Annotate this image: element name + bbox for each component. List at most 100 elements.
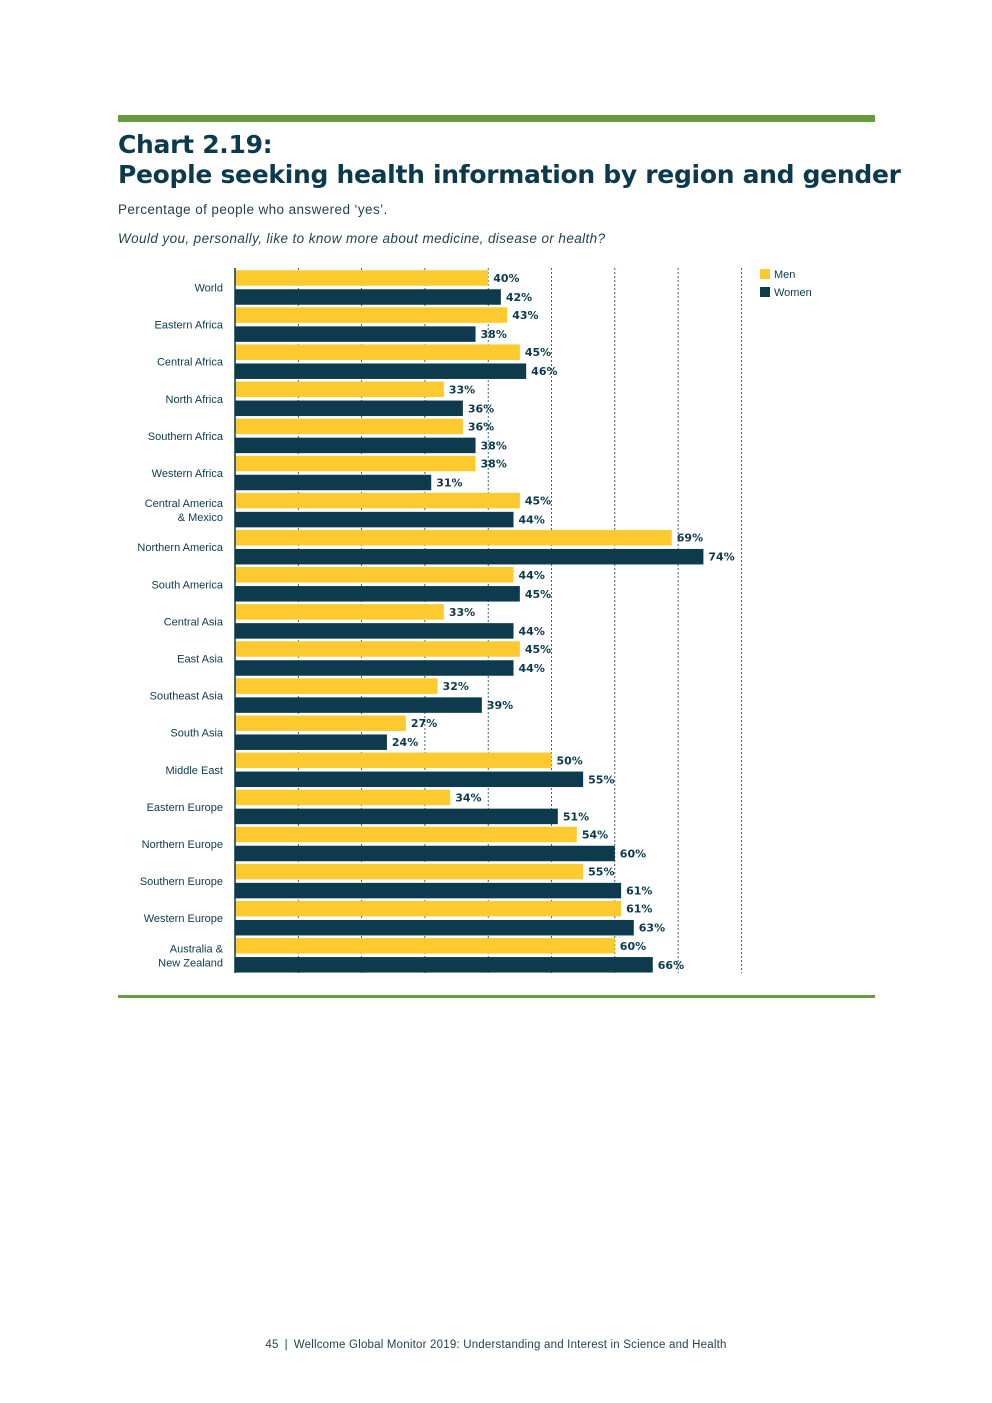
category-label: Southeast Asia — [150, 691, 224, 703]
category-label: Northern America — [137, 542, 223, 554]
data-label-men: 40% — [493, 272, 519, 285]
data-label-men: 45% — [525, 495, 551, 508]
legend-label-men: Men — [774, 269, 795, 281]
data-label-men: 36% — [468, 420, 494, 433]
data-label-men: 55% — [588, 866, 614, 879]
top-rule — [118, 115, 875, 122]
bar-women — [235, 882, 622, 899]
bottom-rule — [118, 995, 875, 998]
data-label-women: 66% — [658, 959, 684, 972]
data-label-men: 45% — [525, 346, 551, 359]
data-label-women: 38% — [481, 439, 507, 452]
bar-men — [235, 752, 552, 769]
chart-subtitle: Percentage of people who answered ‘yes’. — [118, 202, 388, 217]
legend-swatch-men — [760, 269, 770, 279]
data-label-men: 69% — [677, 532, 703, 545]
bar-women — [235, 548, 704, 565]
bar-men — [235, 900, 622, 917]
data-label-women: 44% — [519, 662, 545, 675]
data-label-women: 60% — [620, 848, 646, 861]
data-label-men: 50% — [557, 754, 583, 767]
bar-men — [235, 492, 520, 509]
chart-number: Chart 2.19: — [118, 130, 273, 159]
bar-men — [235, 826, 577, 843]
chart-title: People seeking health information by reg… — [118, 160, 901, 189]
data-label-men: 33% — [449, 383, 475, 396]
bar-women — [235, 474, 432, 491]
page-footer: 45 | Wellcome Global Monitor 2019: Underst… — [0, 1339, 992, 1351]
bar-women — [235, 437, 476, 454]
data-label-women: 74% — [708, 551, 734, 564]
bar-men — [235, 938, 615, 954]
data-label-men: 44% — [519, 569, 545, 582]
data-label-women: 46% — [531, 365, 557, 378]
bar-women — [235, 511, 514, 528]
data-label-men: 27% — [411, 717, 437, 730]
category-label: Eastern Europe — [147, 802, 223, 814]
bar-women — [235, 957, 653, 973]
category-label: Southern Africa — [148, 431, 224, 443]
data-label-women: 31% — [436, 477, 462, 490]
category-label: Western Africa — [152, 468, 224, 480]
bar-women — [235, 363, 527, 379]
category-label: Central America — [145, 498, 224, 510]
bar-men — [235, 455, 476, 472]
data-label-men: 60% — [620, 940, 646, 953]
data-label-men: 33% — [449, 606, 475, 619]
data-label-women: 55% — [588, 773, 614, 786]
data-label-women: 45% — [525, 588, 551, 601]
data-label-women: 24% — [392, 736, 418, 749]
category-label: World — [194, 283, 223, 295]
bar-men — [235, 567, 514, 583]
bar-women — [235, 660, 514, 676]
bar-women — [235, 734, 387, 750]
category-label: Northern Europe — [142, 839, 223, 851]
survey-question: Would you, personally, like to know more… — [118, 231, 606, 246]
bar-men — [235, 863, 584, 880]
data-label-men: 32% — [443, 680, 469, 693]
publication-title: Wellcome Global Monitor 2019: Understand… — [293, 1339, 727, 1351]
bar-women — [235, 289, 501, 305]
category-label: North Africa — [166, 394, 224, 406]
data-label-women: 63% — [639, 922, 665, 935]
data-label-women: 42% — [506, 291, 532, 304]
bar-women — [235, 845, 615, 862]
data-label-men: 38% — [481, 458, 507, 471]
bar-women — [235, 400, 463, 417]
data-label-women: 39% — [487, 699, 513, 712]
bar-men — [235, 715, 406, 731]
bar-chart: 40% 42% World 43% 38% Eastern Africa 45% 46% Cen… — [137, 268, 812, 973]
category-label: Eastern Africa — [155, 320, 224, 332]
bar-men — [235, 529, 672, 546]
category-label: South Asia — [170, 728, 223, 740]
data-label-women: 44% — [519, 514, 545, 527]
category-label: Western Europe — [144, 913, 223, 925]
data-label-women: 44% — [519, 625, 545, 638]
category-label: Australia & — [170, 943, 224, 955]
data-label-men: 34% — [455, 791, 481, 804]
data-label-men: 45% — [525, 643, 551, 656]
category-label: & Mexico — [178, 512, 223, 524]
data-label-women: 51% — [563, 810, 589, 823]
data-label-men: 54% — [582, 829, 608, 842]
category-label: East Asia — [177, 654, 224, 666]
bar-men — [235, 604, 444, 620]
bar-women — [235, 919, 634, 936]
page-number: 45 — [265, 1339, 279, 1351]
category-label: Central Africa — [157, 357, 224, 369]
legend-swatch-women — [760, 287, 770, 297]
bar-men — [235, 418, 463, 435]
bar-men — [235, 344, 520, 360]
category-label: South America — [151, 579, 223, 591]
data-label-men: 43% — [512, 309, 538, 322]
bar-men — [235, 678, 438, 694]
category-label: Middle East — [166, 765, 223, 777]
bar-men — [235, 270, 489, 286]
bar-men — [235, 381, 444, 398]
data-label-women: 61% — [626, 885, 652, 898]
data-label-men: 61% — [626, 903, 652, 916]
category-label: Southern Europe — [140, 876, 223, 888]
bar-men — [235, 789, 451, 806]
bar-women — [235, 326, 476, 342]
legend-label-women: Women — [774, 287, 812, 299]
